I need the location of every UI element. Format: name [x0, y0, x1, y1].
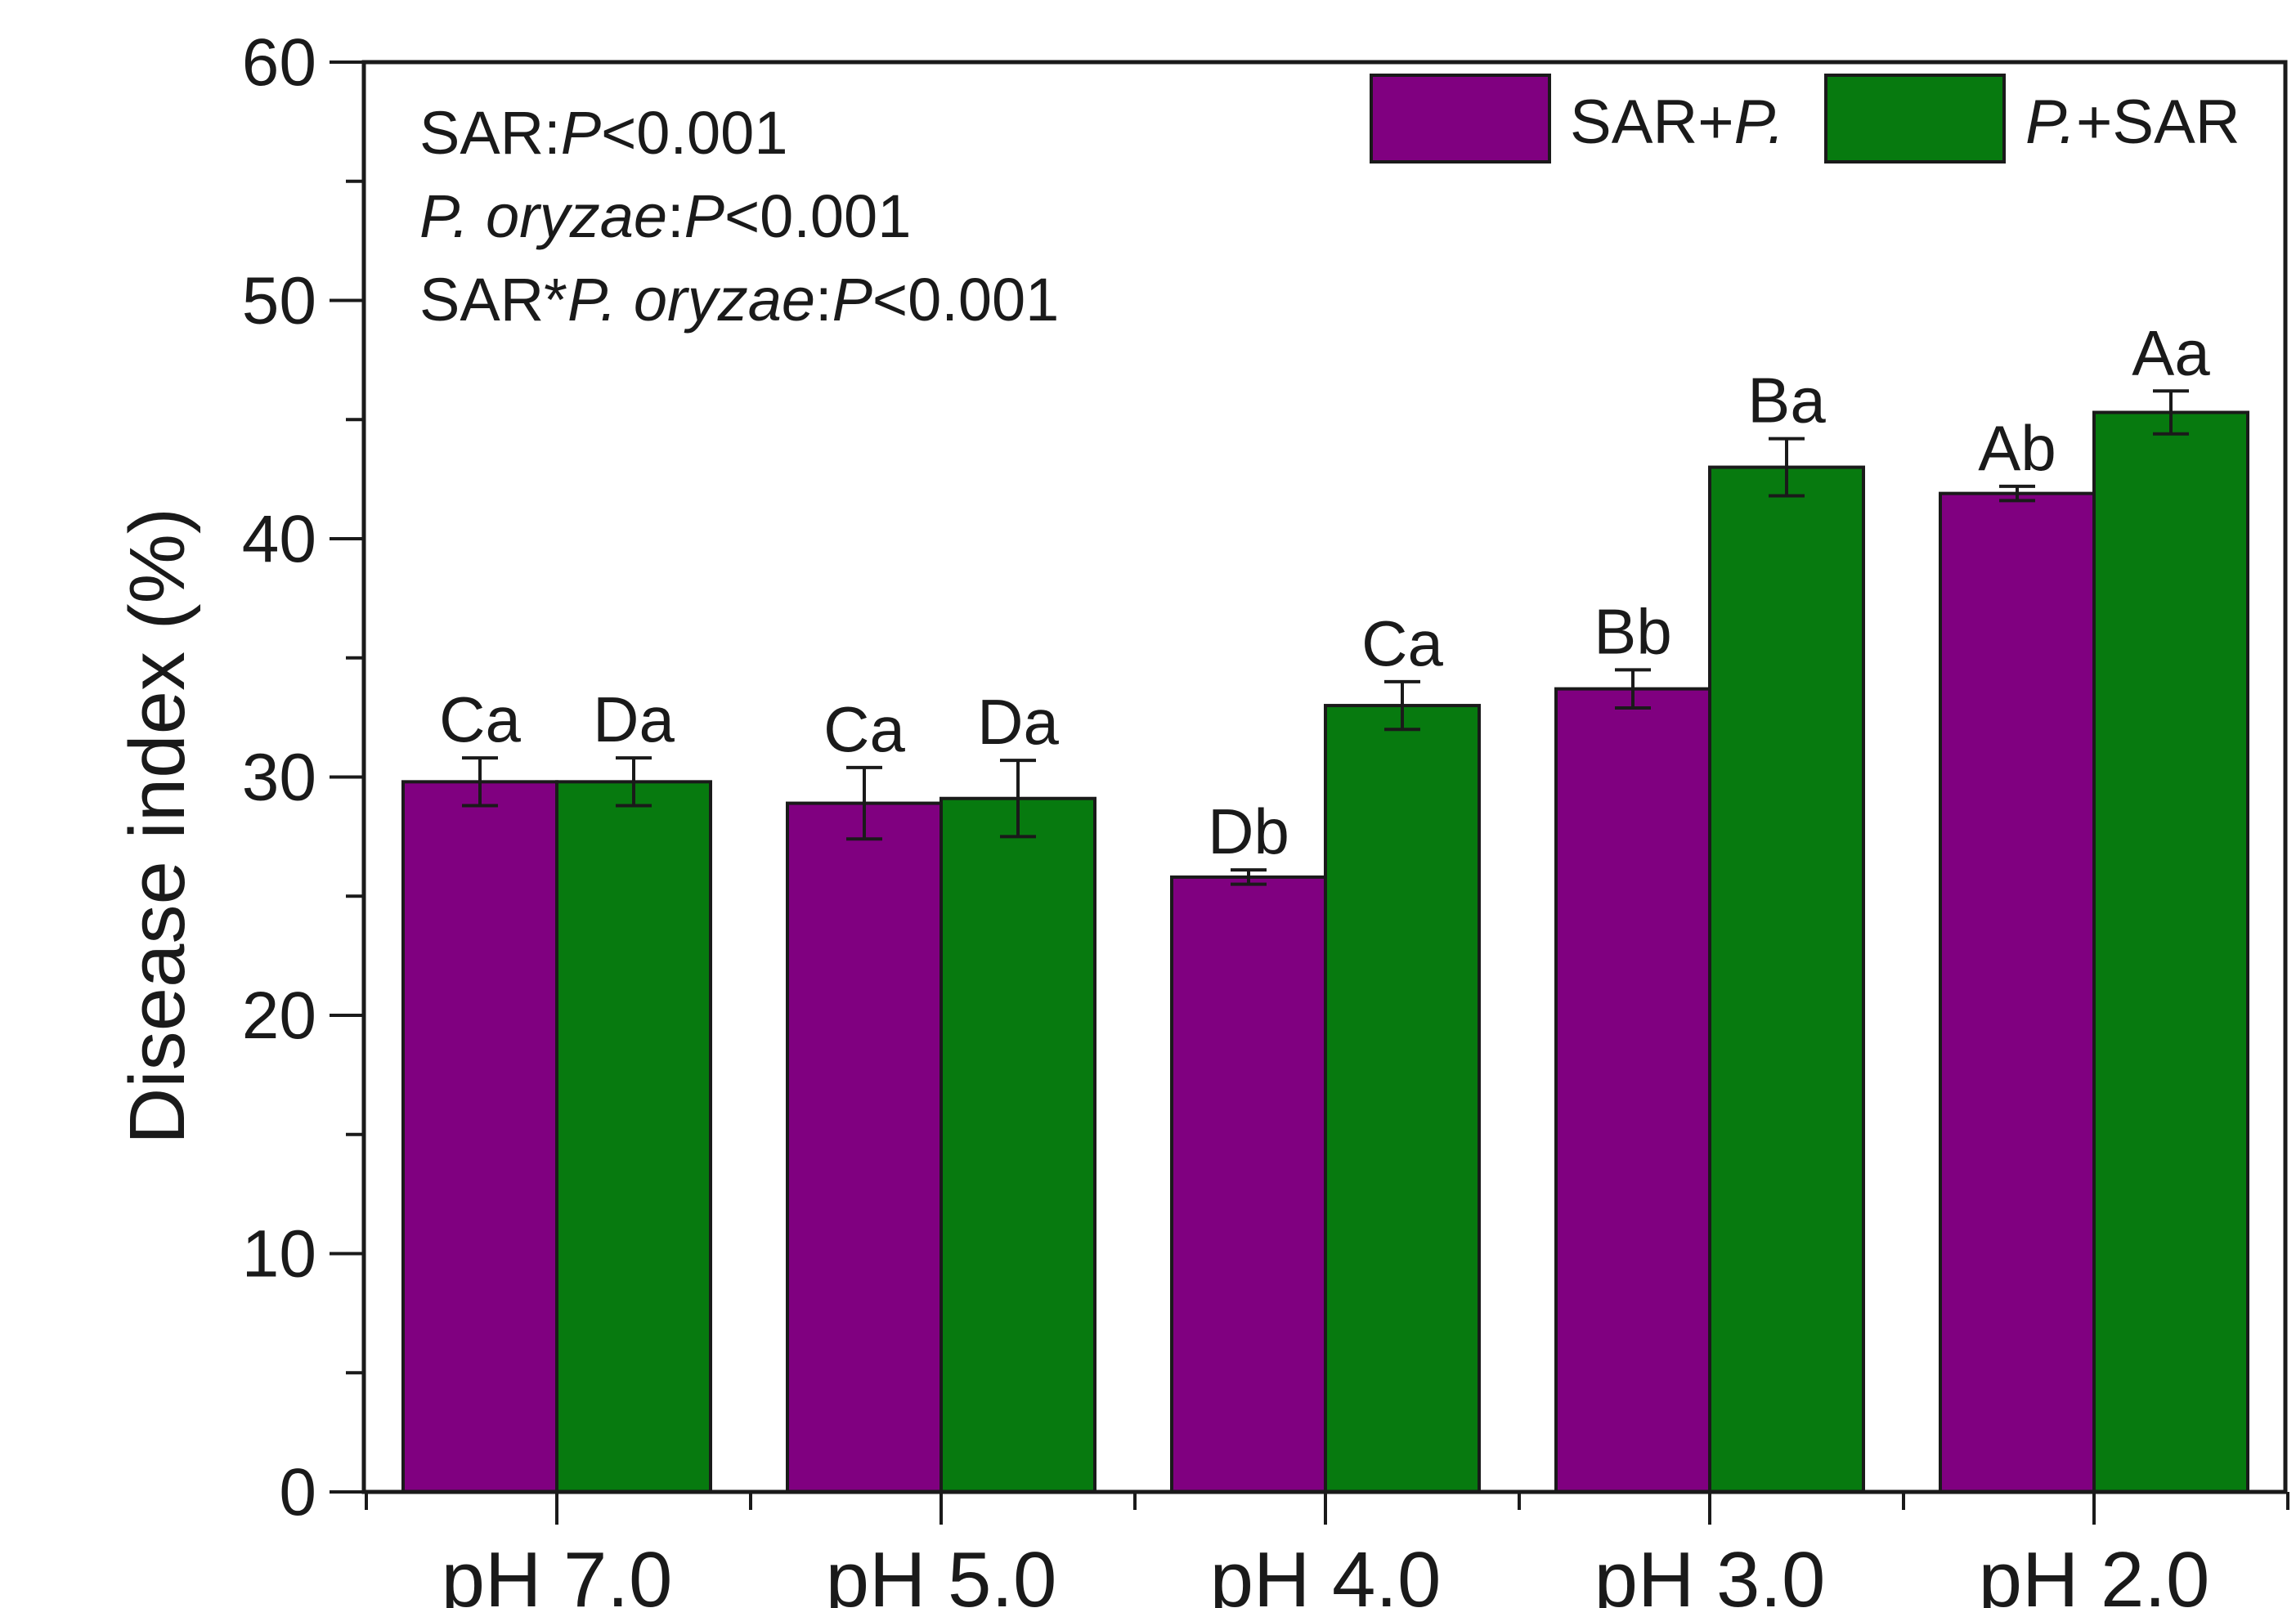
stat-annotation-segment: P. oryzae — [419, 182, 667, 250]
stat-annotation-segment: <0.001 — [872, 266, 1059, 334]
significance-label: Ab — [1978, 412, 2056, 484]
stat-annotation-segment: P — [684, 182, 724, 250]
bar-p-sar-4 — [2092, 410, 2249, 1494]
stat-annotation-segment: P — [832, 266, 872, 334]
significance-label: Bb — [1594, 595, 1671, 667]
bar-p-sar-3 — [1708, 465, 1865, 1494]
stat-annotation-segment: : — [815, 266, 832, 334]
legend-swatch-p-sar — [1824, 74, 2006, 163]
bar-p-sar-0 — [555, 780, 712, 1494]
stat-annotation-segment: : — [667, 182, 684, 250]
stat-annotation-segment: P. oryzae — [567, 266, 815, 334]
y-tick-label: 30 — [242, 741, 316, 815]
x-tick-label: pH 4.0 — [1210, 1536, 1442, 1608]
stat-annotation-segment: SAR* — [419, 266, 567, 334]
stat-annotation-segment: P — [561, 99, 601, 167]
y-axis-title: Disease index (%) — [114, 508, 201, 1144]
bar-sar-p-4 — [1939, 491, 2096, 1494]
significance-label: Ca — [823, 693, 905, 765]
bar-sar-p-1 — [786, 801, 943, 1494]
y-tick-label: 0 — [279, 1455, 316, 1530]
significance-label: Ca — [439, 683, 521, 755]
y-tick-label: 60 — [242, 25, 316, 100]
legend-label-sar-p: SAR+P. — [1570, 87, 1785, 157]
stat-annotation-2: P. oryzae:P<0.001 — [419, 182, 911, 250]
significance-label: Da — [593, 683, 675, 755]
bar-p-sar-1 — [939, 796, 1096, 1494]
legend-label-segment: P. — [1734, 87, 1785, 157]
significance-label: Ca — [1361, 607, 1443, 679]
y-tick-label: 40 — [242, 502, 316, 576]
legend-label-p-sar: P.+SAR — [2025, 87, 2240, 157]
legend-swatch-sar-p — [1370, 74, 1551, 163]
stat-annotation-segment: SAR: — [419, 99, 561, 167]
bar-sar-p-2 — [1170, 875, 1327, 1494]
x-tick-label: pH 7.0 — [442, 1536, 673, 1608]
significance-label: Aa — [2132, 316, 2210, 388]
y-tick-label: 50 — [242, 264, 316, 338]
x-tick-label: pH 5.0 — [826, 1536, 1057, 1608]
stat-annotation-segment: <0.001 — [724, 182, 911, 250]
legend-label-segment: SAR+ — [1570, 87, 1734, 157]
bar-sar-p-0 — [401, 780, 558, 1494]
legend-label-segment: P. — [2025, 87, 2076, 157]
x-tick-label: pH 3.0 — [1594, 1536, 1826, 1608]
stat-annotation-1: SAR:P<0.001 — [419, 99, 787, 167]
bar-p-sar-2 — [1324, 704, 1481, 1494]
x-tick-label: pH 2.0 — [1979, 1536, 2210, 1608]
stat-annotation-3: SAR*P. oryzae:P<0.001 — [419, 266, 1059, 334]
legend-label-segment: +SAR — [2076, 87, 2240, 157]
y-tick-label: 10 — [242, 1217, 316, 1292]
y-tick-label: 20 — [242, 979, 316, 1053]
bar-sar-p-3 — [1554, 687, 1711, 1494]
significance-label: Da — [977, 686, 1059, 758]
significance-label: Db — [1208, 795, 1289, 867]
significance-label: Ba — [1747, 365, 1826, 437]
stat-annotation-segment: <0.001 — [601, 99, 787, 167]
